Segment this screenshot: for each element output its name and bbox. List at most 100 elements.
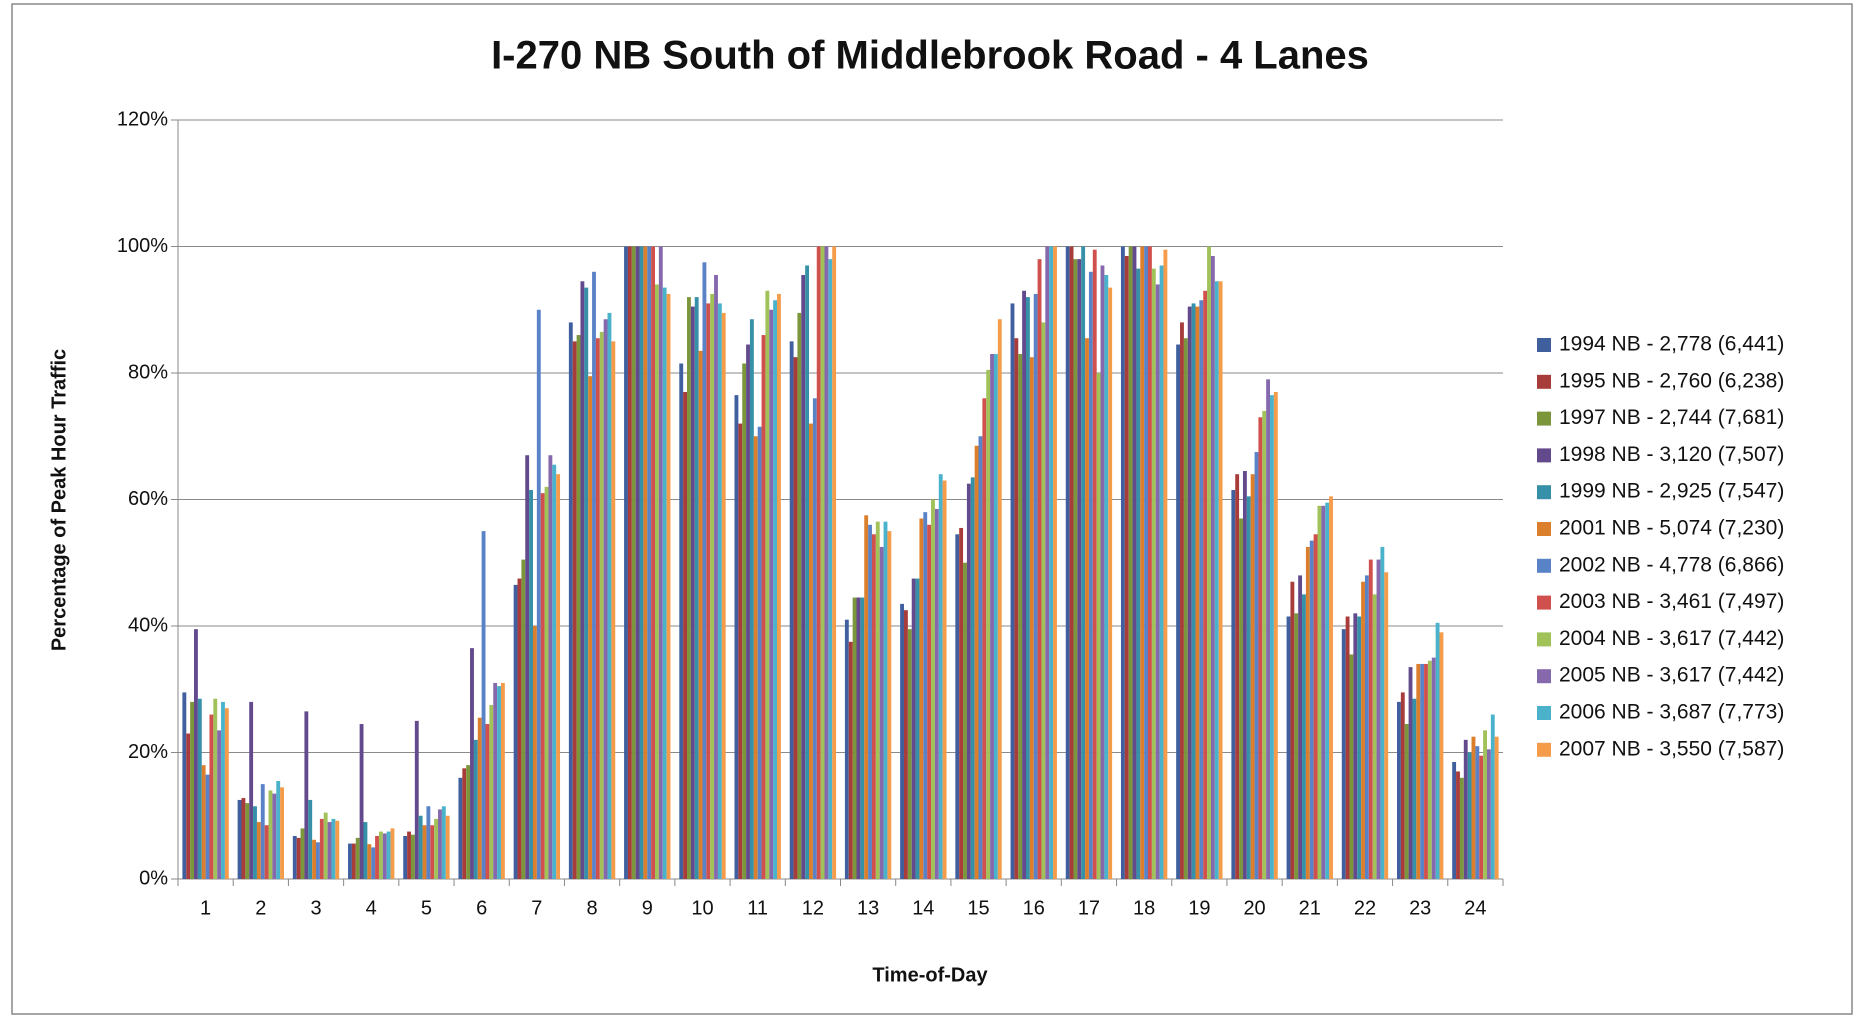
bar bbox=[272, 793, 277, 879]
bar bbox=[1400, 692, 1405, 879]
bar bbox=[698, 350, 703, 879]
bar bbox=[363, 822, 368, 879]
bar bbox=[1120, 246, 1125, 879]
bar bbox=[1214, 281, 1219, 880]
bar bbox=[1273, 391, 1278, 879]
bar bbox=[714, 274, 718, 879]
bar bbox=[812, 398, 817, 879]
bar bbox=[955, 534, 960, 879]
bar bbox=[938, 474, 943, 879]
bar bbox=[1132, 246, 1137, 879]
bar bbox=[789, 341, 794, 879]
bar bbox=[769, 309, 774, 879]
bar bbox=[662, 287, 667, 879]
bar bbox=[690, 306, 695, 879]
bar bbox=[1148, 246, 1152, 879]
bar bbox=[1183, 338, 1188, 879]
bar bbox=[900, 603, 904, 879]
bar bbox=[1124, 255, 1129, 880]
bar bbox=[868, 524, 872, 879]
bar bbox=[1033, 293, 1038, 879]
bar bbox=[410, 834, 415, 879]
bar bbox=[529, 490, 533, 879]
bar bbox=[312, 839, 317, 879]
bar bbox=[319, 818, 324, 879]
bar bbox=[683, 391, 688, 879]
bar bbox=[959, 527, 964, 879]
bar bbox=[1456, 771, 1460, 879]
bar bbox=[777, 293, 781, 879]
bar bbox=[816, 246, 821, 879]
bar bbox=[348, 843, 352, 879]
bar bbox=[292, 835, 297, 879]
bar bbox=[382, 833, 387, 879]
bar bbox=[1100, 265, 1105, 880]
bar bbox=[773, 300, 778, 879]
bar bbox=[809, 423, 813, 879]
bar bbox=[256, 822, 261, 879]
bar bbox=[532, 626, 537, 879]
legend-swatch bbox=[1537, 522, 1551, 536]
bar bbox=[1159, 265, 1164, 880]
bar bbox=[201, 765, 206, 879]
bar bbox=[1262, 410, 1267, 879]
bar bbox=[367, 844, 372, 879]
bar bbox=[386, 831, 391, 879]
bar bbox=[209, 714, 214, 879]
bar bbox=[679, 363, 684, 879]
bar bbox=[1250, 474, 1255, 879]
bar bbox=[1022, 290, 1026, 879]
bar bbox=[430, 825, 435, 879]
x-tick-label: 20 bbox=[1243, 897, 1265, 919]
bar bbox=[296, 837, 301, 879]
bar bbox=[1427, 660, 1432, 879]
bar bbox=[1298, 575, 1303, 879]
bar bbox=[1341, 629, 1346, 879]
bar bbox=[997, 319, 1002, 879]
bar bbox=[580, 281, 585, 880]
bar bbox=[746, 344, 750, 880]
bar bbox=[765, 290, 770, 879]
bar bbox=[1073, 259, 1078, 879]
bar bbox=[481, 531, 486, 879]
bar bbox=[1376, 559, 1381, 879]
bar bbox=[1471, 736, 1476, 879]
bar bbox=[871, 534, 876, 879]
bar bbox=[643, 246, 648, 879]
bar bbox=[1483, 730, 1487, 879]
bar bbox=[1361, 581, 1365, 879]
y-tick-label: 60% bbox=[128, 488, 168, 510]
bar bbox=[828, 259, 833, 879]
bar bbox=[1384, 572, 1389, 879]
bar bbox=[611, 341, 616, 879]
bar bbox=[1053, 246, 1057, 879]
bar bbox=[978, 436, 983, 879]
x-tick-label: 3 bbox=[310, 897, 321, 919]
bar bbox=[864, 515, 869, 879]
bar bbox=[963, 562, 967, 879]
bar bbox=[1321, 505, 1326, 879]
bar bbox=[517, 578, 522, 879]
bar bbox=[1239, 518, 1243, 879]
bar bbox=[1490, 714, 1495, 879]
bar bbox=[1077, 259, 1082, 879]
legend-swatch bbox=[1537, 558, 1551, 573]
legend-swatch bbox=[1537, 742, 1551, 757]
bar bbox=[721, 312, 726, 880]
bar bbox=[426, 806, 431, 879]
bar bbox=[1380, 546, 1385, 879]
legend-swatch bbox=[1537, 448, 1551, 463]
bar bbox=[493, 682, 498, 879]
y-tick-label: 40% bbox=[128, 614, 168, 636]
bar bbox=[844, 619, 849, 879]
bar bbox=[860, 597, 865, 879]
bar bbox=[1199, 300, 1204, 879]
bar bbox=[966, 483, 971, 879]
bar bbox=[422, 825, 427, 879]
bar bbox=[1010, 303, 1015, 879]
bar bbox=[710, 293, 715, 879]
bar bbox=[414, 720, 419, 879]
bar bbox=[982, 398, 987, 879]
bar bbox=[462, 768, 467, 879]
bar bbox=[213, 698, 218, 879]
